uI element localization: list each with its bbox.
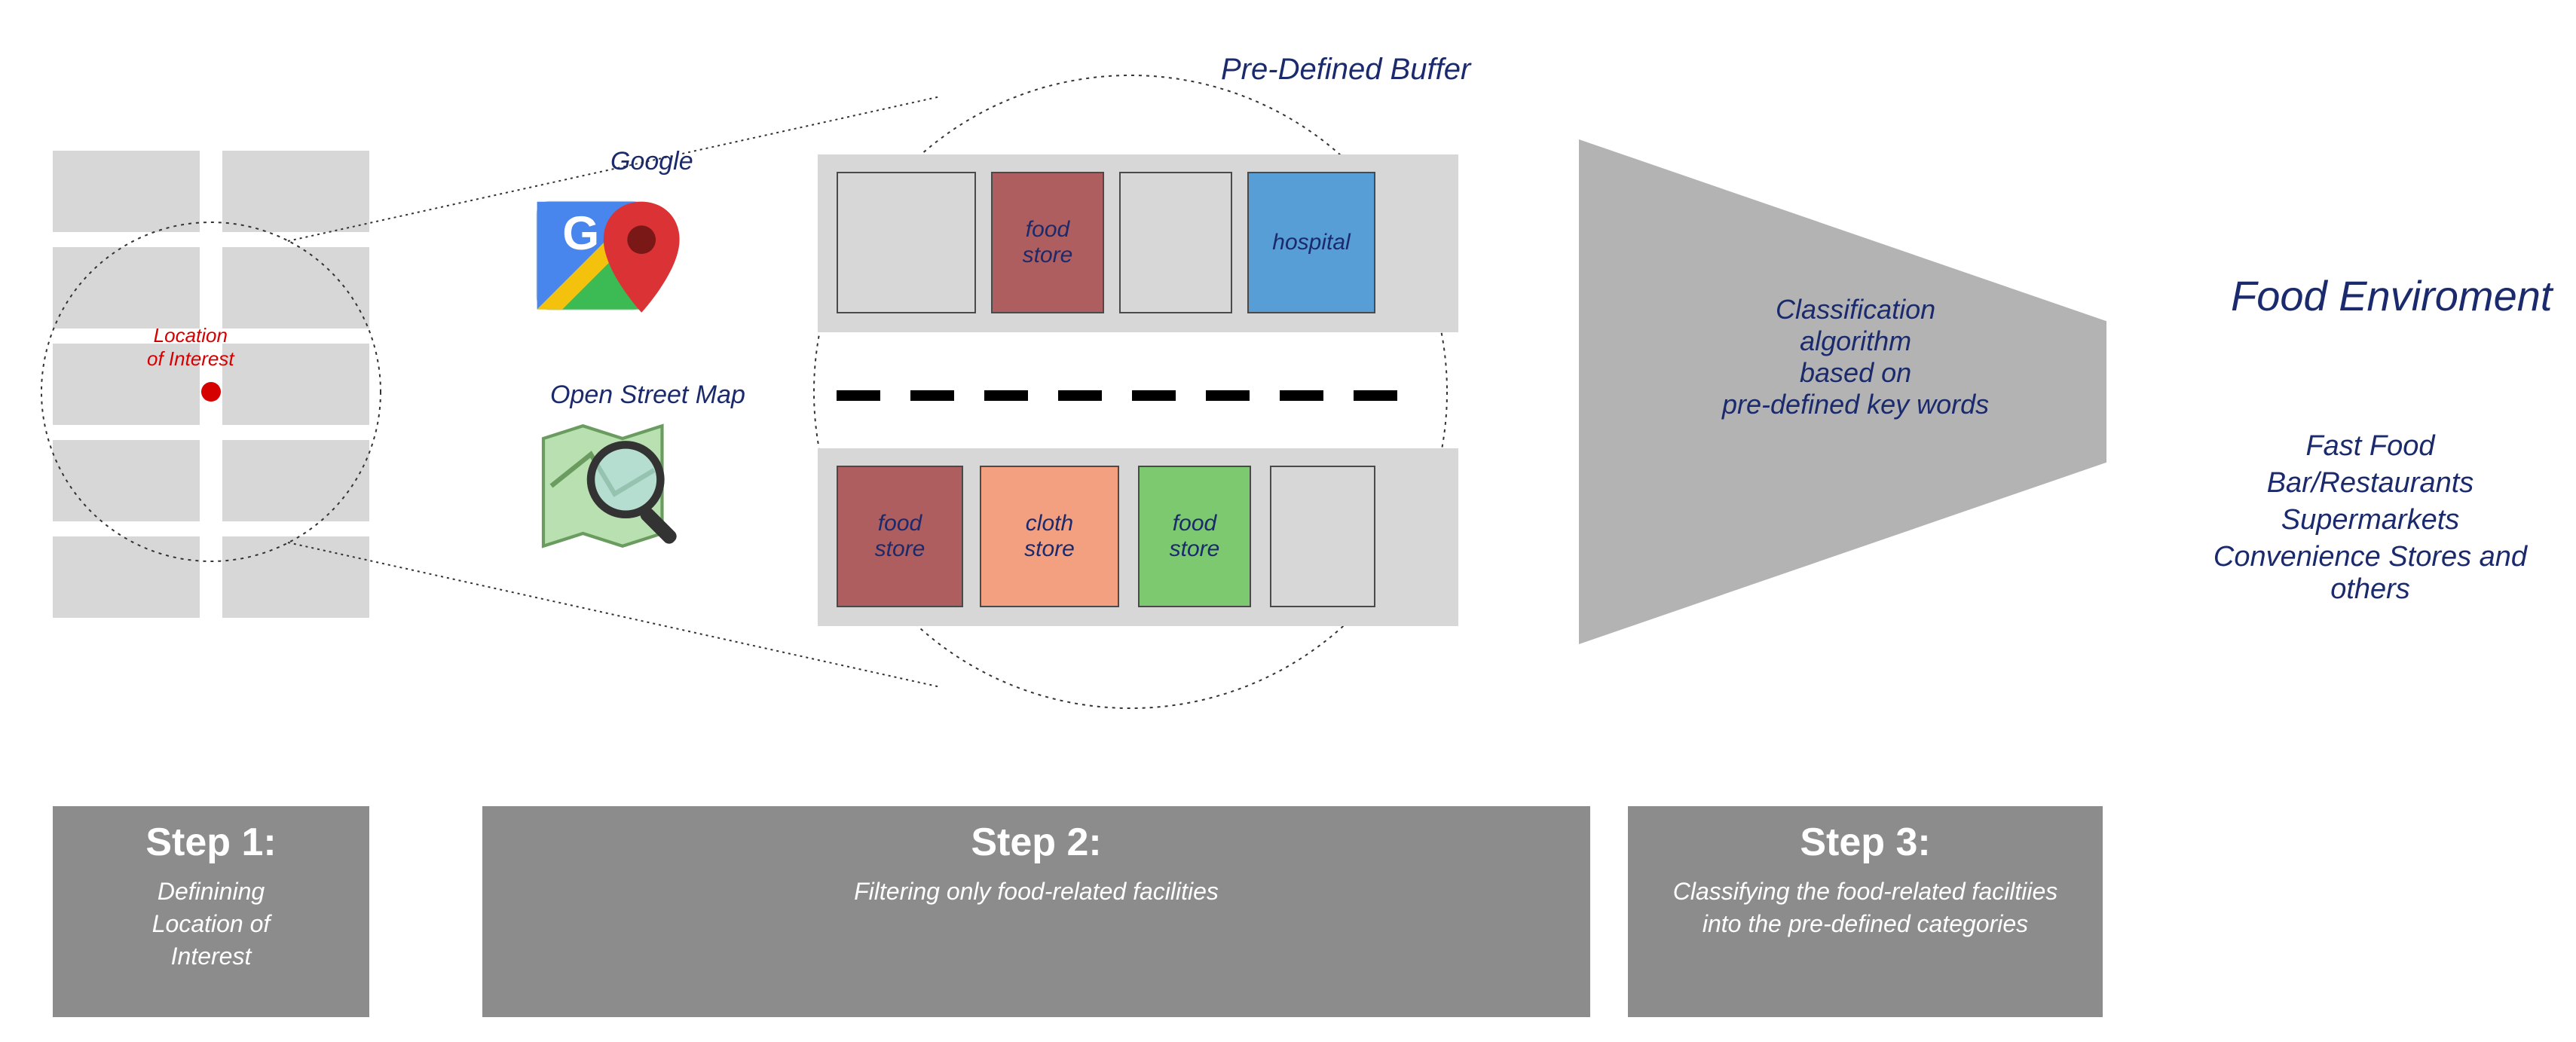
step3-bar: Step 3: Classifying the food-related fac… [1628, 806, 2103, 1017]
food-store-box: food store [837, 466, 963, 607]
funnel-text: Classification algorithm based on pre-de… [1722, 294, 1989, 420]
cloth-store-box: cloth store [980, 466, 1119, 607]
road-dash [1132, 390, 1176, 401]
step2-bar: Step 2: Filtering only food-related faci… [482, 806, 1590, 1017]
diagram-canvas: Location of Interest Google G Open Stree… [0, 0, 2576, 1042]
empty-box [837, 172, 976, 313]
road-dash [837, 390, 880, 401]
road-dash [910, 390, 954, 401]
empty-box [1270, 466, 1375, 607]
step2-title: Step 2: [482, 820, 1590, 865]
result-item: Convenience Stores and others [2171, 541, 2570, 606]
result-item: Bar/Restaurants [2171, 467, 2570, 500]
step1-bar: Step 1: Definining Location of Interest [53, 806, 369, 1017]
step3-title: Step 3: [1628, 820, 2103, 865]
food-store-box: food store [991, 172, 1104, 313]
result-item: Fast Food [2171, 430, 2570, 463]
road-dash [1280, 390, 1323, 401]
hospital-box: hospital [1247, 172, 1375, 313]
road-dash [1354, 390, 1397, 401]
step2-desc: Filtering only food-related facilities [482, 875, 1590, 908]
road-dash [1058, 390, 1102, 401]
google-service-label: Google [610, 147, 693, 176]
road-dash [984, 390, 1028, 401]
step3-desc: Classifying the food-related faciltiies … [1628, 875, 2103, 940]
osm-service-label: Open Street Map [550, 380, 745, 410]
step1-title: Step 1: [53, 820, 369, 865]
food-environment-categories: Fast Food Bar/Restaurants Supermarkets Conv… [2171, 426, 2570, 610]
result-item: Supermarkets [2171, 504, 2570, 536]
google-maps-icon: G [528, 173, 686, 332]
empty-box [1119, 172, 1232, 313]
food-store-box: food store [1138, 466, 1251, 607]
road-dash [1206, 390, 1250, 401]
food-environment-title: Food Enviroment [2231, 271, 2552, 320]
open-street-map-icon [528, 407, 686, 565]
step1-desc: Definining Location of Interest [53, 875, 369, 973]
svg-text:G: G [562, 207, 599, 260]
